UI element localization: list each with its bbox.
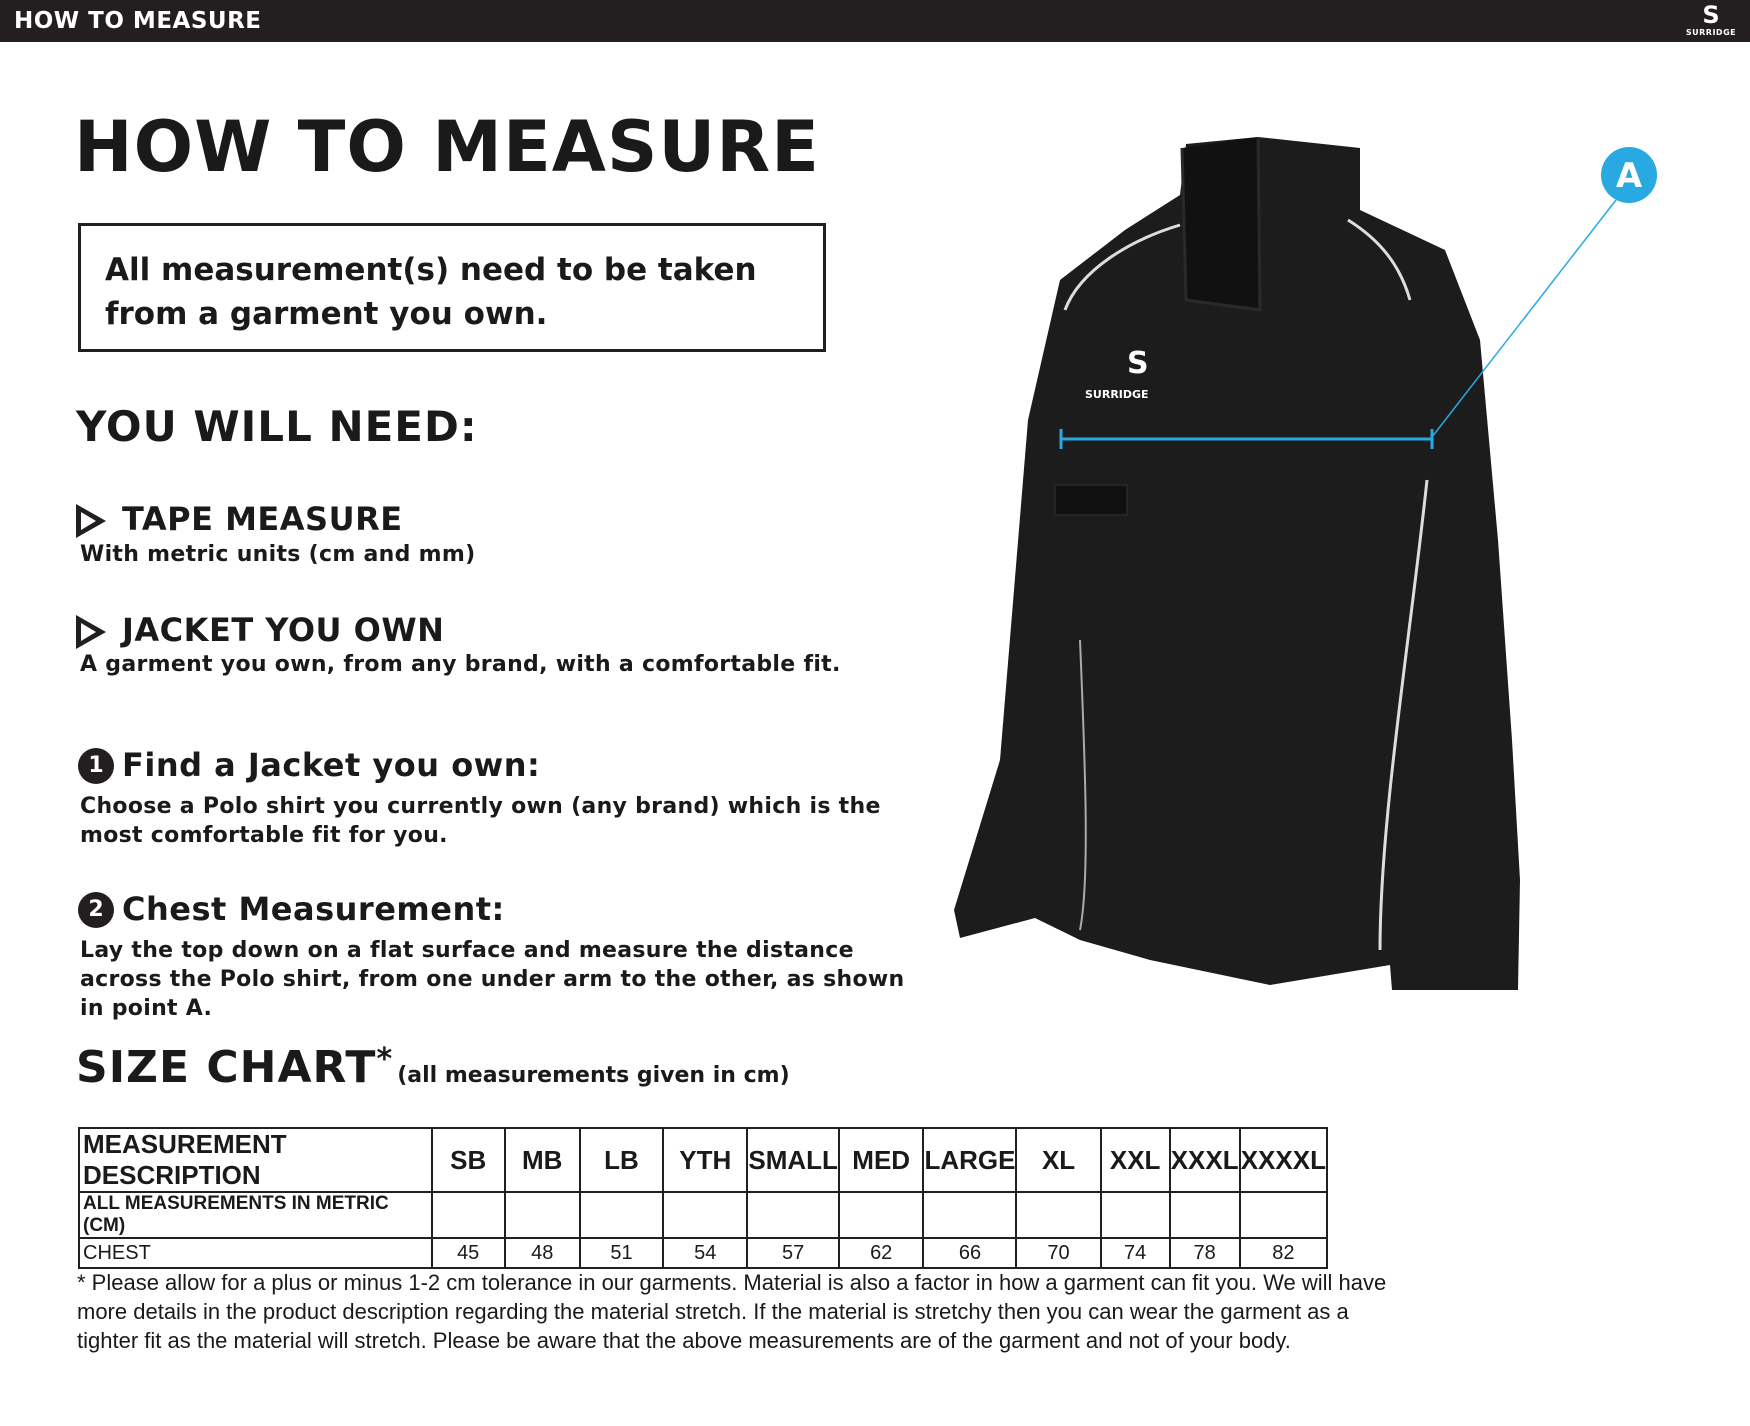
top-bar-title: HOW TO MEASURE: [14, 8, 262, 34]
step-text: Lay the top down on a flat surface and m…: [80, 938, 905, 1021]
notice-box: All measurement(s) need to be taken from…: [78, 223, 826, 352]
chest-value-cell: 78: [1168, 1237, 1241, 1269]
size-column-header: XL: [1015, 1127, 1102, 1193]
subheader-cell: ALL MEASUREMENTS IN METRIC (CM): [78, 1191, 433, 1239]
you-will-need-heading: YOU WILL NEED:: [76, 402, 478, 451]
step-number: 2: [78, 892, 114, 928]
triangle-bullet-icon: [76, 615, 106, 649]
surridge-logo: S SURRIDGE: [1685, 1, 1737, 37]
jacket-body: [954, 137, 1520, 990]
pointer-line: [1431, 199, 1617, 438]
size-column-header: XXXL: [1168, 1127, 1241, 1193]
size-column-header: LARGE: [922, 1127, 1018, 1193]
size-column-header: SB: [430, 1127, 506, 1193]
svg-text:S: S: [1127, 346, 1149, 381]
row-label: CHEST: [78, 1237, 433, 1269]
chest-value-cell: 70: [1015, 1237, 1102, 1269]
size-chart-note: (all measurements given in cm): [397, 1063, 790, 1088]
need-item-title: JACKET YOU OWN: [122, 611, 445, 649]
chest-value-cell: 51: [578, 1237, 665, 1269]
description-header: MEASUREMENT DESCRIPTION: [78, 1127, 433, 1193]
need-item-text: With metric units (cm and mm): [80, 542, 476, 567]
garment-logo: S SURRIDGE: [1085, 346, 1149, 401]
step-title: Chest Measurement:: [122, 890, 505, 928]
triangle-bullet-icon: [76, 504, 106, 538]
page-title: HOW TO MEASURE: [74, 106, 820, 188]
footnote: * Please allow for a plus or minus 1-2 c…: [77, 1270, 1387, 1353]
size-column-header: XXL: [1099, 1127, 1171, 1193]
chest-value-cell: 57: [746, 1237, 840, 1269]
point-a-label: A: [1616, 156, 1643, 196]
need-item-title: TAPE MEASURE: [122, 500, 403, 538]
chest-value-cell: 48: [503, 1237, 581, 1269]
size-column-header: XXXXL: [1238, 1127, 1329, 1193]
step-text: Choose a Polo shirt you currently own (a…: [80, 794, 881, 848]
size-column-header: MED: [837, 1127, 925, 1193]
point-a-marker: [1601, 147, 1657, 203]
step-title: Find a Jacket you own:: [122, 746, 541, 784]
chest-value-cell: 45: [430, 1237, 506, 1269]
need-item-text: A garment you own, from any brand, with …: [80, 652, 841, 677]
jacket-diagram: S SURRIDGE A: [954, 136, 1657, 990]
table-subheader-row: ALL MEASUREMENTS IN METRIC (CM): [78, 1191, 1329, 1239]
table-header-row: MEASUREMENT DESCRIPTION SB MB LB YTH SMALL MED…: [78, 1127, 1329, 1193]
table-row: CHEST 45 48 51 54 57 62 66 70 74 78 82: [78, 1237, 1329, 1269]
chest-value-cell: 66: [922, 1237, 1018, 1269]
top-bar: HOW TO MEASURE S SURRIDGE: [0, 0, 1750, 42]
size-column-header: MB: [503, 1127, 581, 1193]
chest-value-cell: 82: [1238, 1237, 1329, 1269]
svg-text:SURRIDGE: SURRIDGE: [1085, 388, 1149, 401]
chest-value-cell: 62: [837, 1237, 925, 1269]
step-number: 1: [78, 748, 114, 784]
size-column-header: LB: [578, 1127, 665, 1193]
size-column-header: SMALL: [746, 1127, 840, 1193]
size-column-header: YTH: [662, 1127, 749, 1193]
chest-value-cell: 54: [662, 1237, 749, 1269]
size-chart-table: MEASUREMENT DESCRIPTION SB MB LB YTH SMALL MED…: [78, 1127, 1329, 1269]
size-chart-heading: SIZE CHART* (all measurements given in c…: [76, 1042, 790, 1093]
chest-value-cell: 74: [1099, 1237, 1171, 1269]
